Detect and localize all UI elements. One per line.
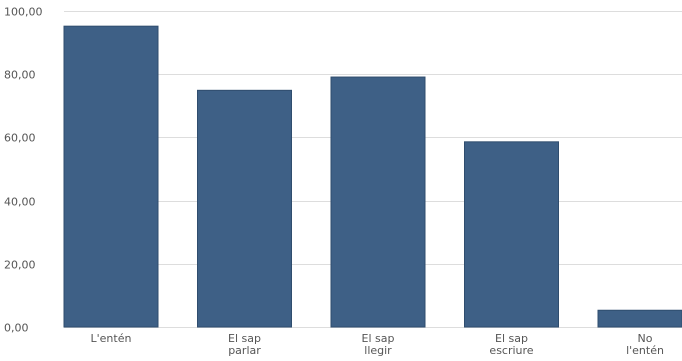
x-category-label-line: No <box>638 332 653 345</box>
y-axis: 0,00 20,00 40,00 60,00 80,00 100,00 <box>4 6 43 335</box>
x-category-label: El sap escriure <box>489 332 533 357</box>
x-category-label: No l'entén <box>626 332 664 357</box>
x-category-label-line: l'entén <box>626 344 664 357</box>
bar <box>63 25 159 328</box>
x-category-label: El sap parlar <box>228 332 261 357</box>
x-category-label-line: llegir <box>364 344 392 357</box>
x-category-label-line: parlar <box>228 344 261 357</box>
x-category-label: L'entén <box>91 332 132 345</box>
y-tick-label: 20,00 <box>4 259 36 272</box>
x-category-label: El sap llegir <box>362 332 395 357</box>
bar <box>197 89 292 328</box>
x-category-label-line: El sap <box>228 332 261 345</box>
x-category-label-line: L'entén <box>91 332 132 345</box>
bar <box>597 309 682 328</box>
bar <box>464 141 559 328</box>
bar <box>330 76 426 328</box>
y-tick-label: 100,00 <box>4 6 43 19</box>
y-tick-label: 0,00 <box>4 322 29 335</box>
y-tick-label: 40,00 <box>4 196 36 209</box>
bars <box>63 25 682 328</box>
y-tick-label: 80,00 <box>4 69 36 82</box>
x-category-label-line: El sap <box>362 332 395 345</box>
x-category-label-line: El sap <box>495 332 528 345</box>
y-tick-label: 60,00 <box>4 132 36 145</box>
x-category-label-line: escriure <box>489 344 533 357</box>
